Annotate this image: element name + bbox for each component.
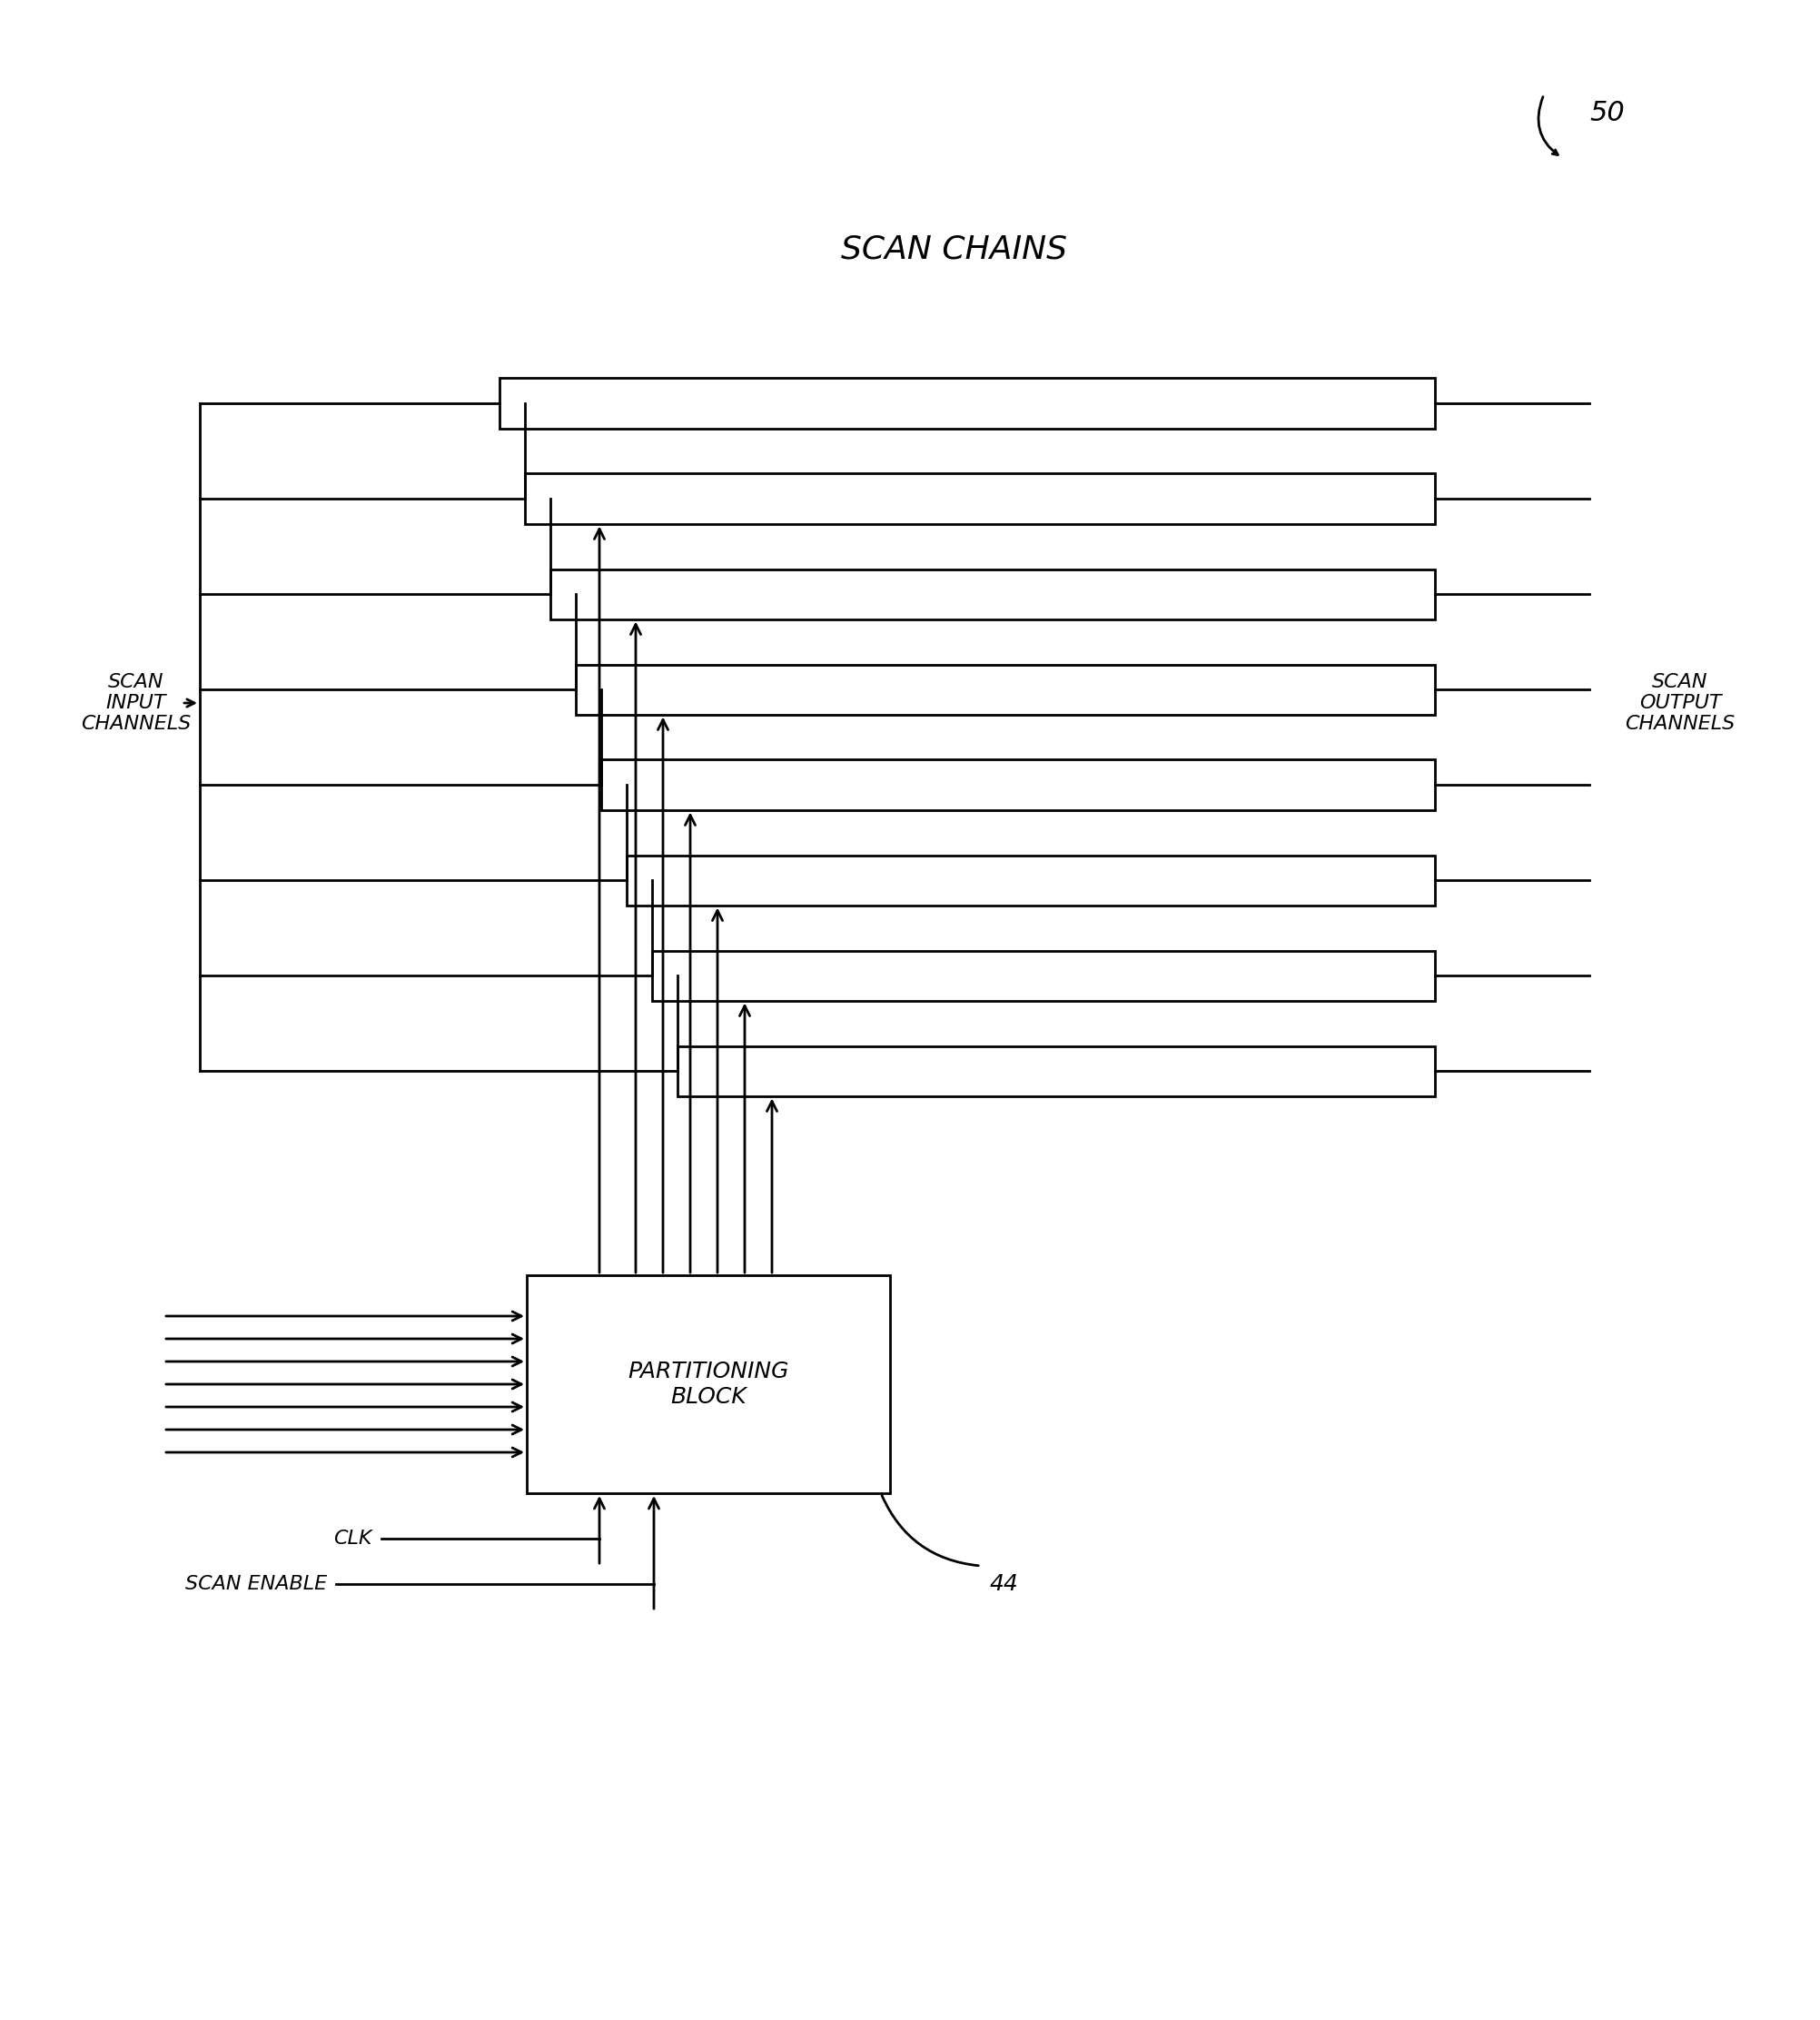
Text: 50: 50 (1589, 99, 1625, 125)
Bar (524, 473, 1434, 523)
Text: SCAN
INPUT
CHANNELS: SCAN INPUT CHANNELS (82, 673, 191, 733)
Bar (677, 1046, 1434, 1095)
Text: 44: 44 (990, 1574, 1019, 1596)
Text: SCAN CHAINS: SCAN CHAINS (841, 234, 1067, 265)
Bar (652, 951, 1434, 1000)
Bar (575, 665, 1434, 715)
Bar (550, 570, 1434, 618)
Bar (626, 854, 1434, 905)
Text: PARTITIONING
BLOCK: PARTITIONING BLOCK (628, 1361, 790, 1408)
Text: SCAN
OUTPUT
CHANNELS: SCAN OUTPUT CHANNELS (1625, 673, 1734, 733)
Bar (526, 1275, 890, 1493)
Text: SCAN ENABLE: SCAN ENABLE (186, 1576, 328, 1594)
Bar (601, 760, 1434, 810)
Bar (499, 378, 1434, 428)
Text: CLK: CLK (333, 1529, 373, 1547)
